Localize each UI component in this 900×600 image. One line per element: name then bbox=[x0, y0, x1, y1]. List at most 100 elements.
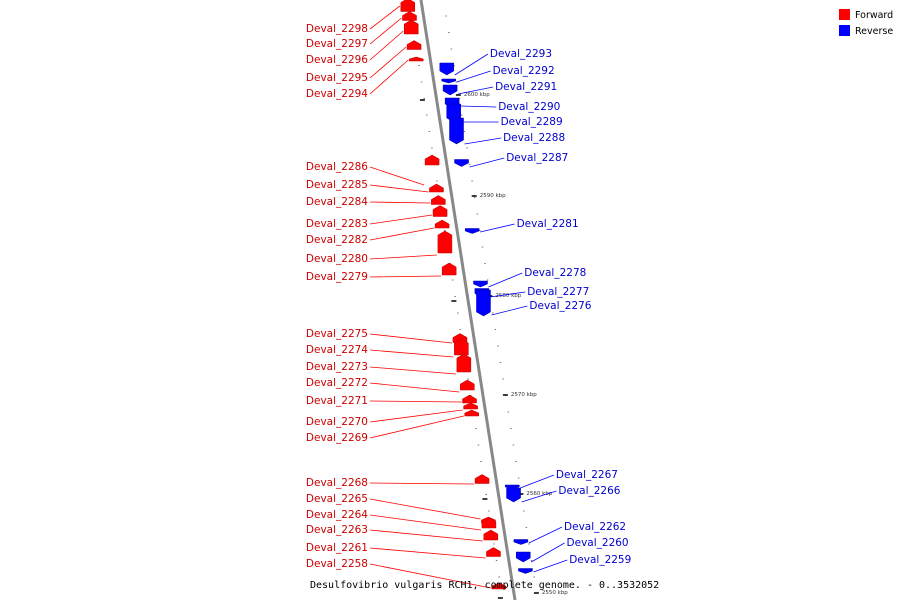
forward-gene-leader bbox=[369, 5, 401, 30]
forward-gene-leader bbox=[369, 59, 409, 95]
forward-gene-label: Deval_2282 bbox=[306, 234, 368, 246]
reverse-gene-leader bbox=[491, 305, 528, 316]
kbp-label: 2580 kbp bbox=[495, 293, 521, 299]
forward-gene-label: Deval_2268 bbox=[306, 477, 368, 489]
legend: Forward Reverse bbox=[839, 9, 893, 37]
forward-gene-leader bbox=[369, 30, 404, 61]
forward-gene-leader bbox=[369, 214, 433, 225]
reverse-gene-label: Deval_2260 bbox=[567, 537, 629, 549]
reverse-gene-arrow bbox=[516, 551, 531, 563]
forward-gene-label: Deval_2275 bbox=[306, 328, 368, 340]
forward-gene-leader bbox=[369, 529, 483, 542]
reverse-gene-label: Deval_2293 bbox=[490, 48, 552, 60]
forward-gene-label: Deval_2273 bbox=[306, 361, 368, 373]
forward-gene-arrow bbox=[483, 529, 499, 541]
reverse-gene-label: Deval_2276 bbox=[529, 300, 591, 312]
reverse-gene-label: Deval_2292 bbox=[493, 65, 555, 77]
forward-gene-label: Deval_2280 bbox=[306, 253, 368, 265]
reverse-gene-arrow bbox=[449, 117, 464, 145]
kbp-label: 2550 kbp bbox=[542, 590, 568, 596]
reverse-gene-leader bbox=[454, 53, 489, 76]
reverse-gene-label: Deval_2288 bbox=[503, 132, 565, 144]
forward-gene-leader bbox=[369, 498, 481, 520]
forward-gene-arrow bbox=[462, 394, 477, 404]
forward-gene-leader bbox=[369, 382, 460, 393]
forward-gene-leader bbox=[369, 184, 429, 193]
forward-gene-arrow bbox=[491, 582, 507, 590]
gene-features: Deval_2298 Deval_2297 Deval_2296 Deval_2295… bbox=[306, 0, 631, 590]
forward-gene-label: Deval_2286 bbox=[306, 161, 368, 173]
reverse-gene-arrow bbox=[464, 228, 480, 234]
reverse-gene-label: Deval_2277 bbox=[527, 286, 589, 298]
reverse-gene-arrow bbox=[439, 62, 455, 76]
forward-gene-label: Deval_2270 bbox=[306, 416, 368, 428]
kbp-scale: 2600 kbp 2590 kbp 2580 kbp 2570 kbp 2560 kbp… bbox=[419, 92, 568, 599]
forward-gene-leader bbox=[369, 563, 491, 589]
reverse-gene-leader bbox=[520, 474, 555, 489]
forward-gene-leader bbox=[369, 275, 442, 278]
reverse-gene-arrow bbox=[454, 159, 469, 167]
forward-gene-leader bbox=[369, 254, 437, 260]
kbp-label: 2570 kbp bbox=[511, 392, 537, 398]
forward-gene-leader bbox=[369, 201, 431, 204]
forward-gene-leader bbox=[369, 17, 402, 45]
reverse-gene-leader bbox=[456, 70, 491, 83]
reverse-gene-leader bbox=[458, 86, 494, 95]
reverse-gene-label: Deval_2290 bbox=[498, 101, 560, 113]
forward-gene-arrow bbox=[464, 409, 479, 417]
forward-gene-arrow bbox=[481, 517, 497, 529]
forward-gene-label: Deval_2279 bbox=[306, 271, 368, 283]
reverse-gene-leader bbox=[531, 542, 565, 563]
forward-gene-label: Deval_2264 bbox=[306, 509, 368, 521]
forward-gene-leader bbox=[369, 482, 475, 485]
reverse-gene-leader bbox=[480, 223, 515, 233]
reverse-gene-label: Deval_2262 bbox=[564, 521, 626, 533]
reverse-gene-leader bbox=[533, 559, 568, 573]
legend-reverse-label: Reverse bbox=[855, 26, 893, 37]
genome-axis bbox=[419, 0, 517, 600]
forward-gene-arrow bbox=[431, 195, 446, 205]
forward-gene-label: Deval_2258 bbox=[306, 558, 368, 570]
reverse-gene-arrow bbox=[513, 539, 529, 545]
forward-gene-leader bbox=[369, 166, 425, 186]
forward-gene-arrow bbox=[400, 0, 416, 12]
forward-gene-arrow bbox=[429, 183, 444, 193]
forward-gene-leader bbox=[369, 547, 486, 559]
reverse-gene-label: Deval_2287 bbox=[506, 152, 568, 164]
forward-gene-leader bbox=[369, 514, 481, 531]
forward-gene-leader bbox=[369, 409, 463, 423]
forward-gene-label: Deval_2295 bbox=[306, 72, 368, 84]
forward-gene-leader bbox=[369, 400, 462, 403]
forward-gene-arrow bbox=[437, 230, 453, 254]
forward-gene-leader bbox=[369, 46, 407, 79]
forward-gene-arrow bbox=[474, 474, 490, 484]
forward-gene-arrow bbox=[463, 402, 478, 410]
legend-forward-label: Forward bbox=[855, 10, 893, 21]
forward-gene-leader bbox=[369, 333, 452, 344]
kbp-label: 2560 kbp bbox=[526, 491, 552, 497]
legend-forward-swatch bbox=[839, 9, 850, 20]
forward-gene-label: Deval_2284 bbox=[306, 196, 368, 208]
forward-gene-arrow bbox=[460, 379, 475, 391]
legend-reverse-swatch bbox=[839, 25, 850, 36]
forward-gene-arrow bbox=[432, 205, 448, 217]
reverse-gene-label: Deval_2278 bbox=[524, 267, 586, 279]
forward-gene-arrow bbox=[456, 353, 472, 373]
genome-caption: Desulfovibrio vulgaris RCH1, complete ge… bbox=[310, 580, 659, 591]
forward-gene-label: Deval_2296 bbox=[306, 54, 368, 66]
kbp-label: 2600 kbp bbox=[464, 92, 490, 98]
forward-gene-leader bbox=[369, 415, 464, 439]
forward-gene-arrow bbox=[486, 547, 501, 557]
forward-gene-arrow bbox=[408, 56, 424, 62]
reverse-gene-label: Deval_2281 bbox=[517, 218, 579, 230]
forward-gene-arrow bbox=[403, 19, 419, 35]
forward-gene-arrow bbox=[402, 11, 417, 21]
reverse-gene-label: Deval_2266 bbox=[558, 485, 620, 497]
reverse-gene-leader bbox=[528, 526, 563, 544]
reverse-gene-arrow bbox=[442, 84, 458, 96]
forward-gene-arrow bbox=[441, 262, 457, 276]
forward-gene-label: Deval_2283 bbox=[306, 218, 368, 230]
reverse-gene-arrow bbox=[476, 289, 491, 317]
reverse-gene-leader bbox=[488, 272, 523, 288]
